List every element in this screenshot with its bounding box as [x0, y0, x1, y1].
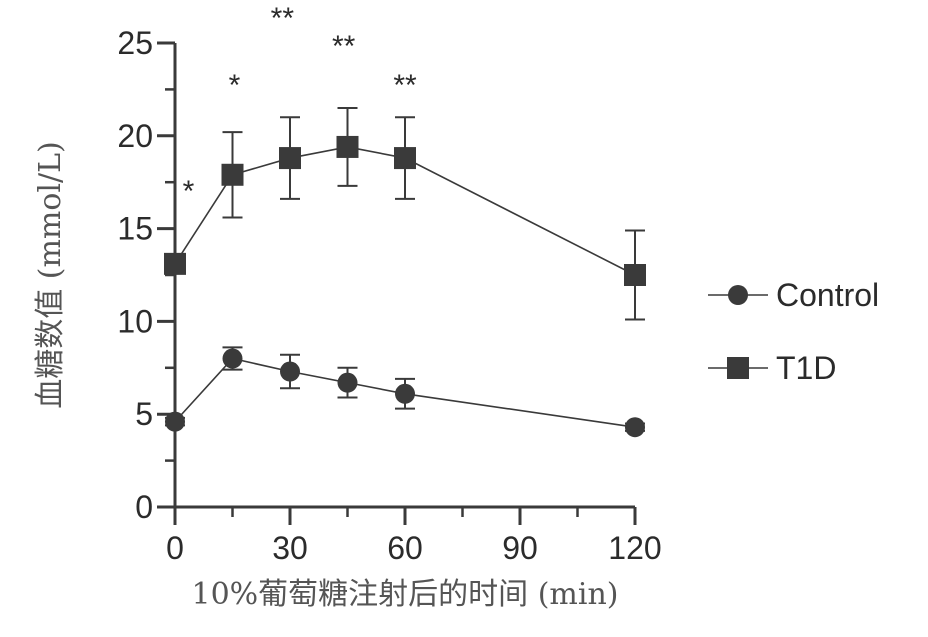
data-point-square — [279, 147, 301, 169]
significance-label: * — [229, 69, 241, 102]
data-point-circle — [395, 384, 415, 404]
data-point-circle — [165, 412, 185, 432]
significance-label: ** — [271, 2, 295, 35]
series-layer — [164, 108, 646, 437]
data-point-square — [222, 164, 244, 186]
significance-label: * — [183, 175, 195, 208]
y-ticks: 0 5 10 15 20 25 — [117, 25, 175, 525]
legend-label: T1D — [776, 350, 836, 386]
significance-annotations: ******** — [183, 2, 417, 208]
data-point-square — [337, 136, 359, 158]
legend-marker-circle — [728, 285, 748, 305]
y-tick-label: 5 — [135, 396, 153, 432]
legend: Control T1D — [708, 277, 879, 386]
data-point-square — [624, 264, 646, 286]
data-point-circle — [625, 417, 645, 437]
legend-marker-square — [727, 357, 749, 379]
x-tick-label: 60 — [387, 530, 423, 566]
data-point-square — [394, 147, 416, 169]
significance-label: ** — [332, 30, 356, 63]
data-point-circle — [223, 349, 243, 369]
x-tick-label: 30 — [272, 530, 308, 566]
x-tick-label: 90 — [502, 530, 538, 566]
significance-label: ** — [393, 69, 417, 102]
series-t1d — [164, 108, 646, 320]
y-axis: 0 5 10 15 20 25 — [117, 25, 175, 525]
y-tick-label: 0 — [135, 489, 153, 525]
series-control — [165, 347, 645, 437]
legend-item-control: Control — [708, 277, 879, 313]
y-axis-title: 血糖数值 (mmol/L) — [33, 141, 68, 409]
data-point-square — [164, 253, 186, 275]
y-tick-label: 20 — [117, 118, 153, 154]
data-point-circle — [280, 362, 300, 382]
x-axis-title: 10%葡萄糖注射后的时间 (min) — [192, 577, 619, 612]
x-tick-label: 120 — [608, 530, 661, 566]
data-point-circle — [338, 373, 358, 393]
legend-label: Control — [776, 277, 879, 313]
x-tick-label: 0 — [166, 530, 184, 566]
x-axis: 0 30 60 90 120 — [166, 507, 662, 566]
legend-item-t1d: T1D — [708, 350, 836, 386]
y-tick-label: 25 — [117, 25, 153, 61]
y-tick-label: 10 — [117, 303, 153, 339]
y-tick-label: 15 — [117, 211, 153, 247]
x-ticks: 0 30 60 90 120 — [166, 507, 662, 566]
